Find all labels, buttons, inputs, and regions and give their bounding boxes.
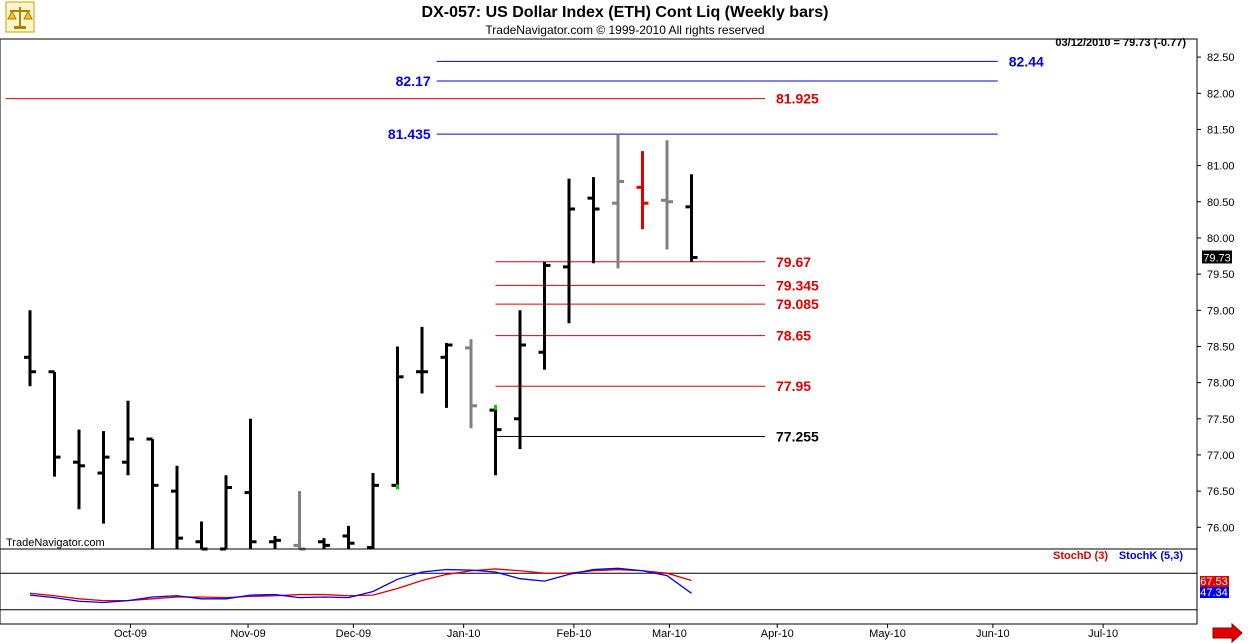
price-bar	[24, 310, 36, 387]
price-bar	[661, 140, 673, 250]
x-tick-label: Dec-09	[336, 628, 371, 640]
y-tick-label: 78.00	[1207, 378, 1235, 390]
last-price-value: 79.73	[1203, 252, 1231, 264]
x-tick-label: Feb-10	[556, 628, 591, 640]
price-bar	[342, 525, 355, 549]
price-bar	[293, 491, 306, 551]
price-bar	[416, 326, 428, 394]
price-bar	[146, 437, 159, 549]
x-tick-label: Jun-10	[976, 628, 1010, 640]
level-label: 79.345	[776, 277, 819, 293]
last-price-info: 03/12/2010 = 79.73 (-0.77)	[1055, 37, 1186, 49]
arrow-right-icon[interactable]	[1212, 622, 1243, 643]
price-panel-frame	[0, 38, 1198, 550]
price-bar	[122, 400, 134, 476]
price-bar	[318, 538, 330, 549]
y-tick-label: 81.00	[1207, 161, 1235, 173]
price-bar	[685, 174, 698, 262]
level-label: 77.95	[776, 378, 811, 394]
price-bar	[440, 342, 453, 408]
x-tick-label: Mar-10	[652, 628, 687, 640]
price-bar	[195, 521, 208, 551]
price-levels: 82.44 82.17 81.925 81.435 79.67 79.345 79.085 7…	[5, 53, 1044, 445]
level-label: 81.925	[776, 91, 819, 107]
price-axis: 82.50 82.00 81.50 81.00 80.50 80.00 79.50 79.00…	[1197, 52, 1235, 534]
x-tick-label: Nov-09	[230, 628, 265, 640]
level-label: 77.255	[776, 429, 819, 445]
y-tick-label: 82.50	[1207, 52, 1235, 64]
stochastic-panel-frame	[0, 548, 1198, 625]
price-bar	[563, 178, 575, 324]
price-bar	[587, 177, 600, 264]
price-bar	[391, 346, 404, 490]
y-tick-label: 76.00	[1207, 522, 1235, 534]
y-tick-label: 82.00	[1207, 88, 1235, 100]
level-label: 81.435	[388, 126, 431, 142]
y-tick-label: 78.50	[1207, 341, 1235, 353]
price-bar	[538, 261, 551, 370]
watermark-text: TradeNavigator.com	[6, 537, 105, 549]
x-tick-label: Apr-10	[761, 628, 794, 640]
y-tick-label: 77.00	[1207, 450, 1235, 462]
price-bar	[367, 473, 379, 550]
level-label: 79.085	[776, 296, 819, 312]
level-label: 79.67	[776, 254, 811, 270]
price-bar	[636, 151, 649, 230]
last-price-badge: 79.73	[1202, 250, 1232, 264]
y-tick-label: 81.50	[1207, 124, 1235, 136]
price-bars	[24, 134, 698, 551]
price-bar	[171, 465, 183, 549]
copyright-text: TradeNavigator.com © 1999-2010 All right…	[485, 23, 764, 37]
stoch-value-label: 67.53	[1200, 576, 1228, 588]
stoch-value-badge	[1200, 587, 1229, 598]
scales-icon[interactable]	[5, 1, 35, 33]
level-label: 78.65	[776, 328, 811, 344]
stochk-legend: StochK (5,3)	[1119, 550, 1184, 562]
y-tick-label: 80.50	[1207, 197, 1235, 209]
price-bar	[514, 310, 526, 450]
y-tick-label: 79.00	[1207, 305, 1235, 317]
price-bar	[220, 475, 232, 551]
x-tick-label: Oct-09	[114, 628, 147, 640]
x-tick-label: Jan-10	[447, 628, 481, 640]
y-tick-label: 77.50	[1207, 414, 1235, 426]
price-bar	[489, 404, 502, 476]
price-bar	[97, 431, 110, 524]
stoch-value-label: 47.34	[1200, 587, 1228, 599]
price-bar	[244, 418, 257, 549]
y-tick-label: 76.50	[1207, 486, 1235, 498]
stochd-legend: StochD (3)	[1053, 550, 1108, 562]
y-tick-label: 80.00	[1207, 233, 1235, 245]
x-tick-label: Jul-10	[1088, 628, 1118, 640]
y-tick-label: 79.50	[1207, 269, 1235, 281]
date-axis: Oct-09 Nov-09 Dec-09 Jan-10 Feb-10 Mar-10 Apr-…	[114, 624, 1118, 640]
x-tick-label: May-10	[869, 628, 906, 640]
price-bar	[612, 134, 624, 269]
price-bar	[73, 429, 85, 510]
level-label: 82.17	[396, 73, 431, 89]
stoch-value-badge	[1200, 576, 1229, 587]
price-bar	[48, 370, 61, 477]
price-bar	[269, 535, 281, 549]
level-label: 82.44	[1009, 53, 1044, 69]
page-title: DX-057: US Dollar Index (ETH) Cont Liq (…	[422, 4, 829, 21]
stoch-line	[29, 567, 692, 604]
price-bar	[465, 339, 477, 429]
